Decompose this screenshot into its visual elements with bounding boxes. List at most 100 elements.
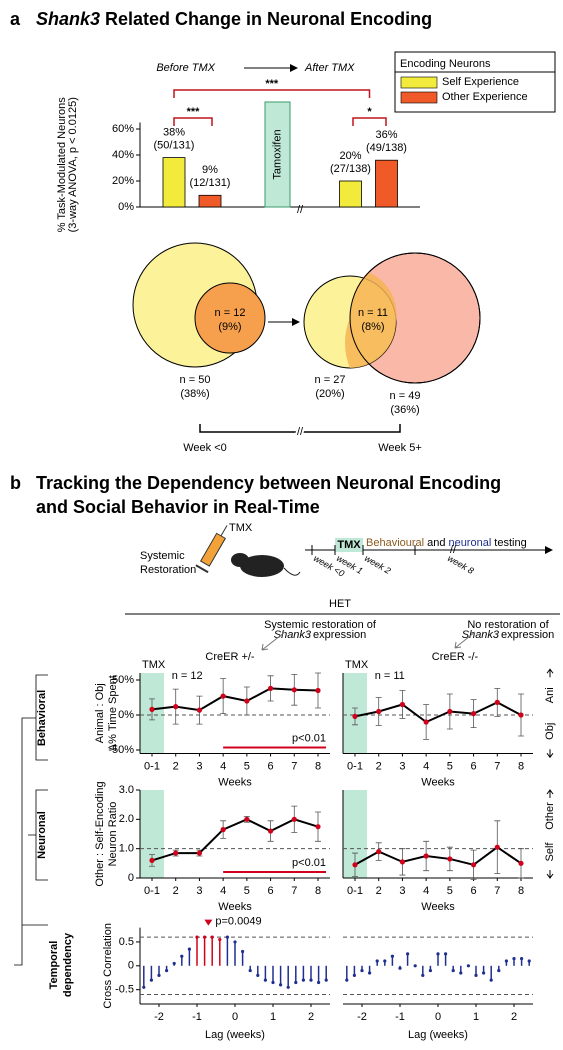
testing-word: testing	[494, 537, 526, 549]
side-label: Other	[544, 802, 556, 830]
syringe-plunger	[195, 564, 209, 574]
stem-marker	[195, 935, 199, 939]
stem-marker	[225, 935, 229, 939]
marker	[220, 693, 226, 699]
x-tick-label: 2	[376, 885, 382, 897]
genotype-label: CreER -/-	[432, 651, 479, 663]
venn-label: (36%)	[390, 404, 419, 416]
stem-marker	[294, 980, 298, 985]
group-label: HET	[329, 598, 351, 610]
y-tick-label: 0.5	[119, 936, 134, 948]
stem-marker	[248, 968, 252, 973]
week-label: week 2	[363, 553, 393, 576]
arrow-head	[290, 64, 298, 72]
venn-label: n = 11	[358, 307, 388, 319]
stem-marker	[203, 935, 207, 939]
x-tick-label: 7	[494, 885, 500, 897]
stem-marker	[459, 971, 463, 975]
x-axis-label: Weeks	[218, 776, 252, 788]
stem-marker	[474, 973, 478, 977]
venn-other-before	[194, 282, 266, 354]
mouse-head	[231, 553, 249, 567]
stem-marker	[390, 954, 394, 958]
x-tick-label: 2	[511, 1011, 517, 1023]
stem-marker	[482, 971, 486, 975]
side-arrow	[546, 668, 554, 759]
x-tick-label: 6	[471, 760, 477, 772]
row-label: dependency	[62, 932, 74, 997]
side-label: Self	[544, 842, 556, 862]
x-tick-label: 0-1	[144, 760, 160, 772]
x-tick-label: 7	[291, 885, 297, 897]
y-tick-label: 60%	[112, 123, 134, 135]
legend-swatch	[400, 76, 438, 89]
stem-marker	[210, 935, 214, 939]
x-tick-label: 7	[291, 760, 297, 772]
line	[354, 701, 522, 724]
x-tick-label: 3	[196, 885, 202, 897]
mouse	[240, 555, 284, 577]
marker	[315, 824, 321, 830]
marker	[518, 860, 524, 866]
x-tick-label: 8	[315, 885, 321, 897]
stem-marker	[444, 952, 448, 956]
x-tick-label: 3	[399, 885, 405, 897]
testing-word: neuronal	[448, 537, 491, 549]
tmx-box	[335, 538, 363, 552]
panel-title: Shank3 Related Change in Neuronal Encodin…	[36, 9, 432, 29]
stem-marker	[451, 968, 455, 973]
x-tick-label: -2	[154, 1011, 164, 1023]
stem-marker	[233, 940, 237, 944]
marker	[291, 816, 297, 822]
note-arrow	[454, 631, 476, 649]
y-tick-label: -0.5	[115, 984, 134, 996]
legend-title: Encoding Neurons	[400, 58, 491, 70]
testing-label: Behavioural and neuronal testing	[366, 537, 527, 549]
stem-marker	[360, 968, 364, 973]
venn-outline	[349, 252, 481, 384]
x-tick-label: 1	[270, 1011, 276, 1023]
marker	[173, 704, 179, 710]
x-tick-label: 4	[220, 885, 226, 897]
marker	[352, 862, 358, 868]
y-tick-label: 40%	[112, 149, 134, 161]
stem-marker	[279, 983, 283, 987]
stem-marker	[398, 966, 402, 970]
count-label: (27/138)	[330, 163, 371, 175]
stem-marker	[520, 957, 524, 961]
tree	[14, 674, 48, 966]
y-tick-label: 20%	[112, 175, 134, 187]
stem-marker	[165, 968, 169, 973]
x-tick-label: 5	[244, 885, 250, 897]
y-axis-label: Δ% Time Spent	[107, 675, 119, 751]
bar	[162, 157, 186, 208]
note-arrow	[261, 631, 286, 651]
stem-marker	[149, 978, 153, 982]
stem-marker	[413, 964, 417, 968]
schematic-label: Restoration	[140, 564, 196, 576]
stem-marker	[180, 954, 184, 958]
x-tick-label: 4	[423, 760, 429, 772]
note-text: expression	[313, 629, 366, 641]
marker	[470, 862, 477, 868]
legend-label: Other Experience	[442, 91, 528, 103]
side-label: Ani	[544, 687, 556, 703]
shade-label: TMX	[345, 659, 369, 671]
stem-marker	[218, 937, 222, 942]
stem-marker	[157, 973, 161, 977]
stem-marker	[286, 985, 290, 989]
marker	[315, 687, 321, 694]
stem-marker	[504, 959, 508, 963]
testing-word: and	[427, 537, 445, 549]
venn-label: n = 49	[390, 390, 421, 402]
x-tick-label: 0-1	[144, 885, 160, 897]
stem-marker	[421, 973, 425, 977]
stem-marker	[317, 980, 321, 985]
venn-label: n = 27	[315, 374, 346, 386]
mouse-tail	[283, 567, 301, 576]
note: No restoration of	[467, 619, 549, 631]
stem-marker	[383, 959, 387, 963]
timeline	[199, 424, 401, 433]
x-tick-label: 8	[518, 885, 524, 897]
